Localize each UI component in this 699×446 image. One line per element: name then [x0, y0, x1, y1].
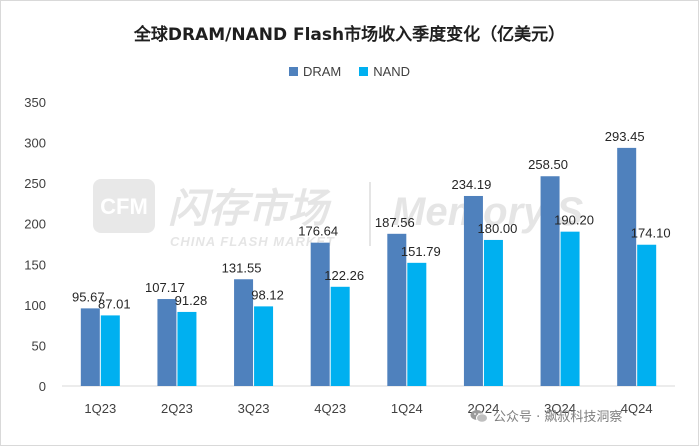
data-label-nand: 98.12 [251, 287, 284, 302]
bar-dram [463, 195, 483, 386]
legend-label-dram: DRAM [302, 64, 342, 79]
legend-label-nand: NAND [373, 64, 411, 79]
data-label-dram: 293.45 [605, 129, 645, 144]
x-tick-label: 2Q23 [161, 401, 193, 416]
data-label-nand: 174.10 [631, 226, 671, 241]
y-tick-label: 100 [24, 298, 46, 313]
data-label-dram: 107.17 [145, 280, 185, 295]
x-tick-label: 4Q24 [621, 401, 653, 416]
bar-dram [387, 233, 407, 386]
bar-nand [637, 244, 657, 386]
y-tick-label: 150 [24, 257, 46, 272]
data-label-dram: 95.67 [72, 289, 105, 304]
bar-nand [100, 315, 120, 386]
bar-nand [254, 306, 274, 386]
x-axis: 1Q23 2Q23 3Q23 4Q23 1Q24 2Q24 3Q24 4Q24 [62, 385, 675, 416]
footer-text: 公众号 · 飙叔科技洞察 [493, 410, 623, 425]
footer: 公众号 · 飙叔科技洞察 [470, 406, 622, 425]
legend-item-nand: NAND [359, 64, 410, 79]
y-axis: 0 50 100 150 200 250 300 350 [24, 95, 46, 394]
y-tick-label: 250 [24, 176, 46, 191]
bar-dram [80, 308, 100, 386]
data-label-nand: 91.28 [175, 293, 208, 308]
legend-item-dram: DRAM [288, 64, 342, 79]
y-tick-label: 300 [24, 136, 46, 151]
watermark-brand: 闪存市场 [168, 186, 332, 232]
bar-dram [617, 147, 637, 386]
data-label-nand: 87.01 [98, 296, 131, 311]
watermark: CFM 闪存市场 CHINA FLASH MARKET Memory S [93, 179, 583, 249]
x-tick-label: 1Q23 [84, 401, 116, 416]
bars [80, 147, 657, 386]
data-label-nand: 190.20 [554, 213, 594, 228]
bar-nand [330, 286, 350, 386]
watermark-subtitle: CHINA FLASH MARKET [170, 234, 335, 249]
y-tick-label: 200 [24, 217, 46, 232]
bar-nand [560, 231, 580, 386]
watermark-logo-text: CFM [100, 194, 148, 219]
bar-nand [483, 239, 503, 386]
data-label-dram: 258.50 [528, 157, 568, 172]
bar-nand [407, 262, 427, 386]
bar-dram [310, 242, 330, 386]
y-tick-label: 50 [32, 338, 46, 353]
data-label-dram: 131.55 [222, 260, 262, 275]
y-tick-label: 350 [24, 95, 46, 110]
data-label-dram: 187.56 [375, 215, 415, 230]
bar-nand [177, 311, 197, 386]
data-label-nand: 180.00 [478, 221, 518, 236]
legend-swatch-dram [288, 67, 298, 76]
x-tick-label: 4Q23 [314, 401, 346, 416]
chart-title: 全球DRAM/NAND Flash市场收入季度变化（亿美元） [133, 25, 566, 45]
data-label-nand: 122.26 [324, 268, 364, 283]
bar-dram [157, 299, 177, 386]
bar-dram [540, 176, 560, 386]
legend-swatch-nand [359, 67, 369, 76]
watermark-logo-box [93, 179, 155, 233]
x-tick-label: 1Q24 [391, 401, 423, 416]
data-label-dram: 176.64 [298, 224, 338, 239]
data-label-dram: 234.19 [452, 177, 492, 192]
wechat-icon [470, 409, 488, 423]
chart-legend: DRAM NAND [0, 64, 699, 79]
data-label-nand: 151.79 [401, 244, 441, 259]
x-tick-label: 3Q24 [544, 401, 576, 416]
y-tick-label: 0 [39, 379, 46, 394]
x-tick-label: 3Q23 [238, 401, 270, 416]
bar-dram [234, 279, 254, 386]
